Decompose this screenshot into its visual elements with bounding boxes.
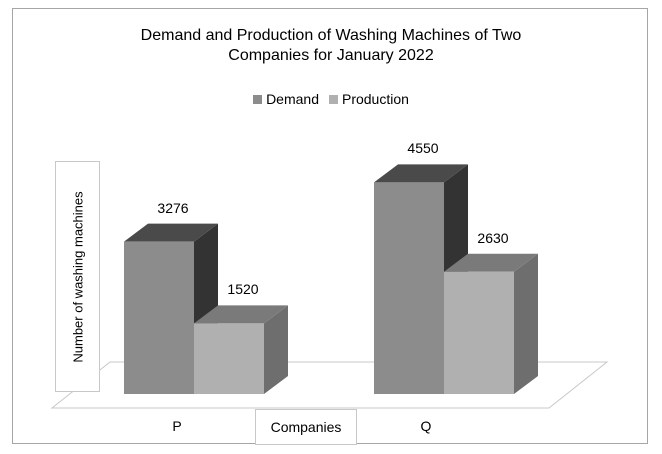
bar-side-p-production xyxy=(264,305,288,394)
bar-top-p-production xyxy=(194,305,288,324)
bar-top-p-demand xyxy=(124,223,218,242)
bar-p-production xyxy=(194,323,264,394)
data-label-p-production: 1520 xyxy=(227,281,259,298)
legend-item-production: Production xyxy=(328,91,409,107)
x-axis-label-box: Companies xyxy=(255,409,357,445)
legend-item-demand: Demand xyxy=(253,91,319,107)
bar-side-q-production xyxy=(514,253,538,394)
data-label-q-demand: 4550 xyxy=(407,140,439,157)
data-label-p-demand: 3276 xyxy=(157,199,189,216)
bar-top-q-demand xyxy=(374,164,468,183)
legend-label-demand: Demand xyxy=(266,91,319,107)
chart-title-line-2: Companies for January 2022 xyxy=(228,47,434,64)
y-axis-label-box: Number of washing machines xyxy=(55,161,100,392)
legend-swatch-production xyxy=(328,94,338,104)
bar-top-q-production xyxy=(444,253,538,272)
chart-legend: Demand Production xyxy=(0,91,662,107)
legend-swatch-demand xyxy=(253,94,263,104)
x-tick-label-q: Q xyxy=(420,418,432,434)
bar-q-production xyxy=(444,271,514,394)
chart-title-line-1: Demand and Production of Washing Machine… xyxy=(140,27,522,44)
data-label-q-production: 2630 xyxy=(477,229,509,246)
bar-q-demand xyxy=(374,182,444,394)
legend-label-production: Production xyxy=(341,91,409,107)
bar-p-demand xyxy=(124,241,194,394)
x-tick-label-p: P xyxy=(172,418,182,434)
x-axis-label: Companies xyxy=(270,419,342,435)
y-axis-label: Number of washing machines xyxy=(70,190,85,363)
